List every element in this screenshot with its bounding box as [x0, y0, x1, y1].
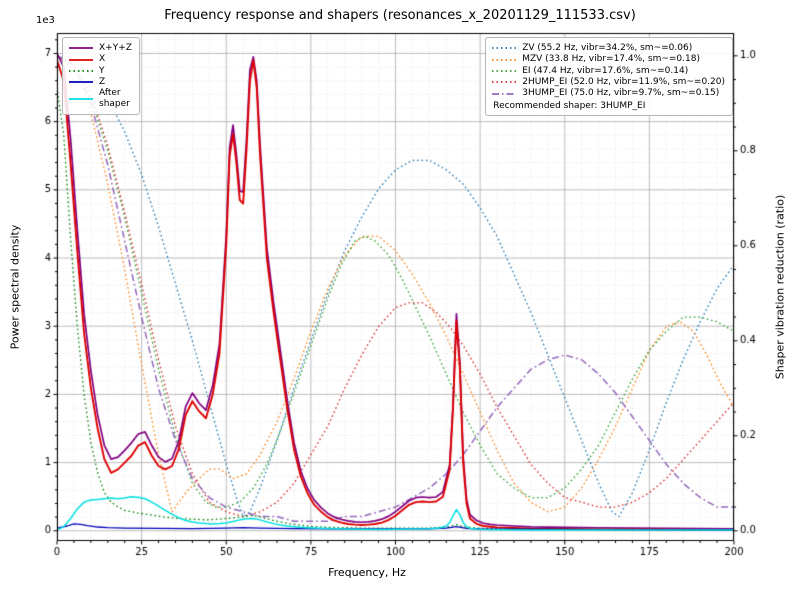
- y-axis-left-label: Power spectral density: [8, 224, 22, 350]
- legend-item-z: Z: [68, 77, 132, 87]
- legend-label: After shaper: [99, 88, 130, 109]
- legend-line-swatch: [69, 47, 93, 50]
- legend-label: Y: [99, 65, 105, 76]
- legend-item-x+y+z: X+Y+Z: [68, 43, 132, 53]
- legend-line-swatch: [69, 81, 93, 84]
- legend-line-swatch: [69, 58, 93, 61]
- legend-line-swatch: [492, 70, 517, 72]
- legend-line-swatch: [69, 70, 93, 72]
- legend-label: MZV (33.8 Hz, vibr=17.4%, sm~=0.18): [522, 54, 700, 65]
- legend-item-2hump: 2HUMP_EI (52.0 Hz, vibr=11.9%, sm~=0.20): [491, 77, 725, 87]
- legend-item-ei: EI (47.4 Hz, vibr=17.6%, sm~=0.14): [491, 66, 725, 76]
- x-axis-label: Frequency, Hz: [328, 566, 406, 579]
- legend-item-after: After shaper: [68, 88, 132, 109]
- y-axis-offset-text: 1e3: [36, 15, 55, 26]
- legend-item-3hump: 3HUMP_EI (75.0 Hz, vibr=9.7%, sm~=0.15): [491, 88, 725, 98]
- legend-label: Z: [99, 77, 106, 88]
- legend-line-swatch: [492, 81, 517, 84]
- legend-item-x: X: [68, 54, 132, 64]
- chart-title: Frequency response and shapers (resonanc…: [164, 8, 636, 23]
- legend-psd: X+Y+Z X Y Z After shaper: [62, 37, 140, 116]
- legend-label: X+Y+Z: [99, 43, 132, 53]
- legend-item-zv: ZV (55.2 Hz, vibr=34.2%, sm~=0.06): [491, 43, 725, 53]
- legend-line-swatch: [492, 47, 517, 50]
- legend-line-swatch: [69, 97, 93, 100]
- legend-label: EI (47.4 Hz, vibr=17.6%, sm~=0.14): [522, 65, 689, 76]
- legend-line-swatch: [492, 92, 517, 95]
- legend-item-y: Y: [68, 66, 132, 76]
- legend-label: 2HUMP_EI (52.0 Hz, vibr=11.9%, sm~=0.20): [522, 77, 725, 88]
- legend-label: ZV (55.2 Hz, vibr=34.2%, sm~=0.06): [522, 43, 693, 53]
- legend-label: X: [99, 54, 106, 65]
- legend-item-mzv: MZV (33.8 Hz, vibr=17.4%, sm~=0.18): [491, 54, 725, 64]
- legend-recommended-note: Recommended shaper: 3HUMP_EI: [493, 100, 646, 111]
- y-axis-right-label: Shaper vibration reduction (ratio): [773, 194, 787, 380]
- legend-shapers: ZV (55.2 Hz, vibr=34.2%, sm~=0.06) MZV (3…: [485, 37, 733, 117]
- legend-line-swatch: [492, 58, 517, 61]
- legend-label: 3HUMP_EI (75.0 Hz, vibr=9.7%, sm~=0.15): [522, 88, 720, 99]
